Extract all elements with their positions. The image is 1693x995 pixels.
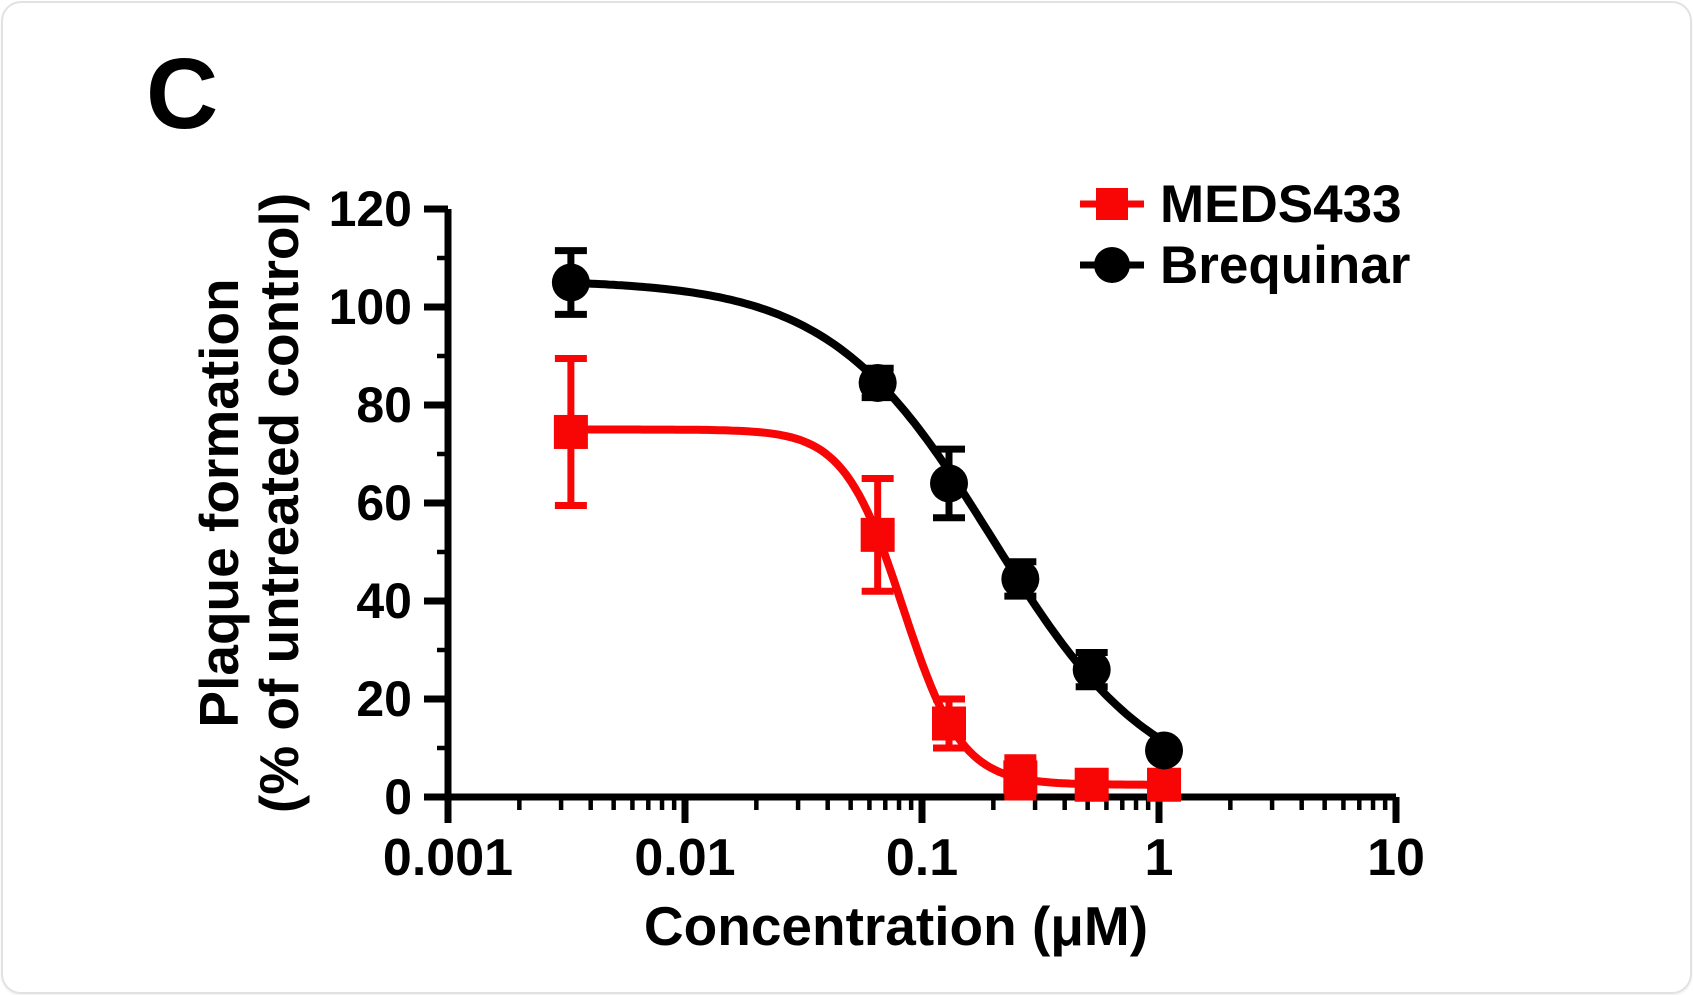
legend-marker-circle [1094,247,1130,283]
x-tick-label: 0.01 [634,829,735,887]
y-tick-label: 40 [356,573,412,629]
legend-label: Brequinar [1160,236,1410,295]
meds433-fit-curve [570,425,1164,789]
x-tick-label: 10 [1367,829,1425,887]
y-axis-title-line1: Plaque formation [188,278,250,727]
meds433-data-point [1074,767,1109,802]
meds433-data-point [1147,767,1182,802]
meds433-data-point [553,414,588,449]
series-meds433 [553,354,1182,802]
x-tick-label: 1 [1145,829,1174,887]
brequinar-data-point [551,263,590,302]
y-axis-title-line2: (% of untreated control) [248,193,310,813]
legend-label: MEDS433 [1160,175,1402,234]
x-tick-label: 0.1 [886,829,958,887]
y-tick-label: 80 [356,377,412,433]
meds433-data-point [1003,760,1038,795]
series-brequinar [551,247,1184,770]
x-tick-label: 0.001 [383,829,513,887]
y-tick-label: 100 [329,279,412,335]
meds433-data-point [932,706,967,741]
brequinar-data-point [1072,650,1111,689]
brequinar-data-point [930,464,969,503]
legend-item-meds433: MEDS433 [1080,175,1402,234]
brequinar-data-point [858,363,897,402]
y-tick-label: 120 [329,181,412,237]
meds433-data-point [860,517,895,552]
y-tick-label: 20 [356,671,412,727]
x-axis-title: Concentration (μM) [644,895,1148,957]
legend-marker-square [1096,188,1128,220]
brequinar-data-point [1145,731,1184,770]
panel-label: C [146,38,219,150]
y-tick-label: 60 [356,475,412,531]
y-tick-label: 0 [384,769,412,825]
axes: 0 20 40 60 80 100 120 0.001 0.01 0.1 1 10 Concentrat… [188,181,1425,957]
legend-item-brequinar: Brequinar [1080,236,1410,295]
brequinar-data-point [1001,559,1040,598]
